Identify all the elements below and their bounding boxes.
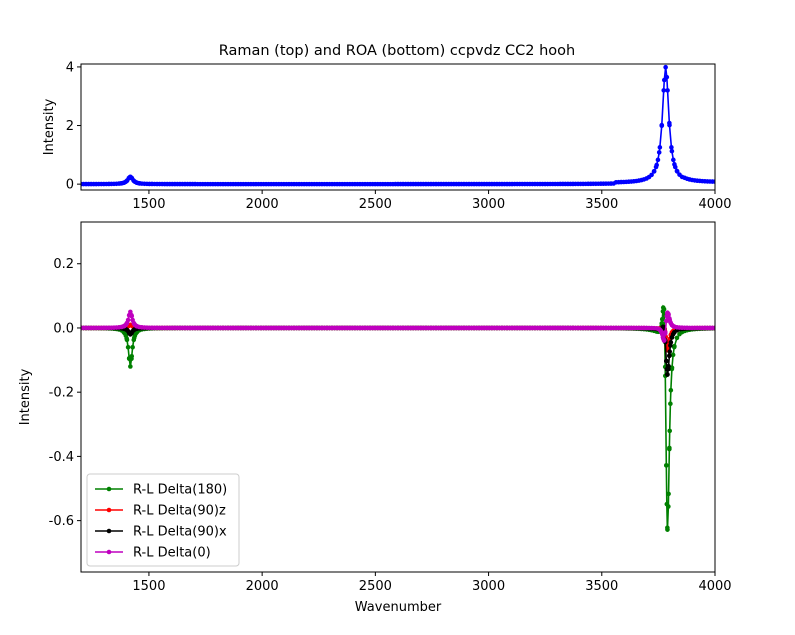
x-tick-label: 3000 (472, 579, 505, 594)
data-point (124, 337, 130, 343)
y-tick-label: 0.2 (53, 257, 74, 272)
data-point (659, 122, 665, 128)
data-point (669, 145, 674, 150)
series-0-0 (81, 64, 715, 187)
data-point (712, 179, 715, 184)
x-tick-label: 1500 (132, 579, 165, 594)
legend-marker (106, 486, 112, 492)
y-tick-label: -0.6 (49, 514, 74, 529)
data-point (665, 88, 670, 93)
data-point (655, 157, 661, 163)
x-tick-label: 2000 (246, 197, 279, 212)
data-point (654, 162, 659, 168)
data-point (664, 358, 669, 364)
data-point (666, 491, 671, 497)
x-tick-label: 3500 (585, 197, 618, 212)
x-tick-label: 3500 (585, 579, 618, 594)
x-tick-label: 3000 (472, 197, 505, 212)
data-point (128, 364, 133, 369)
data-point (664, 463, 669, 468)
data-point (712, 325, 715, 331)
series-line (81, 67, 715, 185)
x-tick-label: 2000 (246, 579, 279, 594)
x-tick-label: 2500 (359, 197, 392, 212)
legend-marker (106, 507, 112, 513)
legend-marker (106, 528, 112, 534)
data-point (666, 504, 671, 509)
data-point (672, 343, 677, 349)
legend-label: R-L Delta(90)z (133, 504, 226, 519)
x-tick-label: 2500 (359, 579, 392, 594)
data-point (666, 363, 671, 369)
data-point (667, 428, 673, 434)
data-point (129, 354, 135, 359)
x-tick-label: 4000 (698, 197, 731, 212)
y-axis-label: Intensity (18, 368, 33, 425)
data-point (125, 317, 131, 323)
x-tick-label: 1500 (132, 197, 165, 212)
series-line (81, 325, 715, 375)
y-tick-label: 0.0 (53, 321, 74, 336)
x-tick-label: 4000 (698, 579, 731, 594)
x-axis-label: Wavenumber (355, 600, 442, 615)
data-point (669, 148, 675, 154)
series-r-l-delta-0- (81, 309, 715, 343)
axes-frame (80, 63, 716, 191)
data-point (672, 164, 678, 170)
data-point (674, 169, 680, 174)
data-point (649, 172, 654, 178)
data-point (129, 313, 135, 319)
data-point (661, 307, 667, 312)
data-point (659, 316, 665, 322)
data-point (671, 157, 676, 163)
data-point (656, 150, 662, 155)
data-point (670, 352, 676, 358)
y-tick-label: 4 (66, 60, 74, 75)
data-point (668, 387, 674, 393)
data-point (125, 344, 131, 350)
axes-frame (80, 221, 716, 573)
legend-label: R-L Delta(0) (133, 546, 211, 561)
data-point (668, 401, 673, 407)
data-point (667, 349, 673, 354)
data-point (661, 88, 667, 93)
data-point (663, 330, 668, 335)
y-tick-label: 2 (66, 119, 74, 134)
data-point (661, 337, 667, 343)
legend-label: R-L Delta(90)x (133, 525, 227, 540)
data-point (664, 74, 670, 80)
legend-box (86, 473, 240, 567)
data-point (130, 344, 135, 350)
data-point (657, 145, 663, 150)
data-point (651, 169, 657, 174)
legend: R-L Delta(180) R-L Delta(90)z R-L Delta(90… (86, 473, 240, 567)
roa-axes: 1500 2000 2500 3000 3500 4000 0.2 0.0 -0.2 -0.4 -0… (18, 221, 732, 615)
legend-marker (106, 549, 112, 555)
data-point (665, 372, 670, 377)
data-point (674, 335, 680, 341)
data-point (666, 312, 671, 318)
y-axis-label: Intensity (42, 98, 57, 155)
data-point (665, 527, 670, 532)
raman-axes: 1500 2000 2500 3000 3500 4000 0 2 4 Intensity (42, 60, 732, 212)
series-r-l-delta-90-x (81, 324, 715, 377)
y-tick-label: -0.2 (49, 386, 74, 401)
data-point (667, 353, 672, 358)
data-point (667, 445, 672, 451)
y-tick-label: 0 (66, 178, 74, 193)
data-point (667, 122, 672, 128)
figure-title: Raman (top) and ROA (bottom) ccpvdz CC2 … (219, 43, 576, 59)
data-point (663, 64, 668, 70)
y-tick-label: -0.4 (49, 450, 74, 465)
legend-label: R-L Delta(180) (133, 483, 227, 498)
data-point (668, 340, 674, 345)
